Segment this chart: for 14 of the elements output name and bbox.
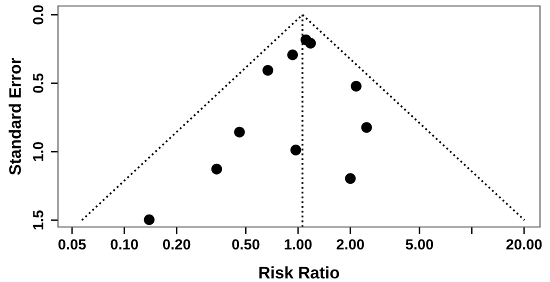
x-axis-title: Risk Ratio xyxy=(259,266,340,279)
x-tick-label: 0.05 xyxy=(58,239,86,250)
x-tick-label: 20.00 xyxy=(506,239,542,250)
y-tick-label: 0.0 xyxy=(32,5,44,24)
y-tick-label: 0.5 xyxy=(32,73,44,93)
y-tick-label: 1.0 xyxy=(32,142,44,161)
x-tick-label: 2.00 xyxy=(336,239,364,250)
x-tick-label: 5.00 xyxy=(406,239,434,250)
x-tick-label: 1.00 xyxy=(284,239,312,250)
x-tick-label: 0.10 xyxy=(110,239,138,250)
x-tick-label: 0.50 xyxy=(232,239,260,250)
y-tick-label: 1.5 xyxy=(33,210,44,230)
x-tick-label: 0.20 xyxy=(163,239,190,250)
y-axis-title: Standard Error xyxy=(8,58,21,175)
